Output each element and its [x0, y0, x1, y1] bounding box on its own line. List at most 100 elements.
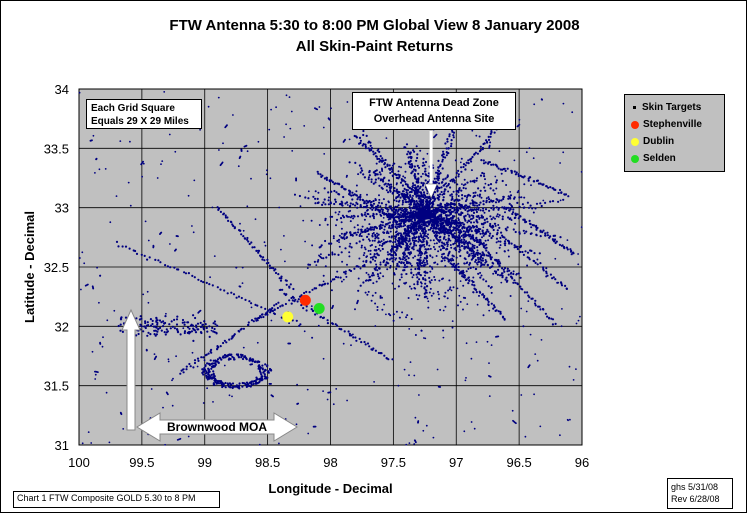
skin-target-point: [476, 249, 479, 252]
skin-target-point: [488, 144, 491, 147]
skin-target-point: [511, 212, 514, 216]
skin-target-point: [465, 278, 468, 281]
skin-target-point: [213, 320, 216, 323]
skin-target-point: [462, 223, 465, 226]
skin-target-point: [521, 250, 524, 254]
skin-target-point: [371, 226, 374, 229]
skin-target-point: [406, 215, 409, 218]
skin-target-point: [379, 272, 382, 275]
skin-target-point: [346, 399, 348, 402]
x-tick-label: 99: [198, 455, 212, 470]
skin-target-point: [338, 245, 341, 248]
skin-target-point: [557, 200, 560, 203]
skin-target-point: [429, 247, 432, 250]
skin-target-point: [465, 270, 468, 273]
skin-target-point: [340, 280, 343, 283]
skin-target-point: [475, 236, 478, 239]
skin-target-point: [439, 229, 442, 232]
skin-target-point: [410, 268, 413, 271]
skin-target-point: [445, 248, 448, 251]
skin-target-point: [153, 329, 156, 332]
skin-target-point: [448, 218, 451, 221]
skin-target-point: [367, 141, 370, 144]
skin-target-point: [202, 328, 205, 331]
skin-target-point: [404, 220, 407, 223]
skin-target-point: [524, 435, 527, 438]
skin-target-point: [401, 179, 404, 182]
skin-target-point: [510, 242, 513, 245]
skin-target-point: [444, 142, 447, 145]
skin-target-point: [457, 269, 460, 272]
skin-target-point: [250, 302, 253, 305]
skin-target-point: [462, 241, 465, 243]
skin-target-point: [394, 287, 396, 290]
skin-target-point: [381, 159, 384, 162]
skin-target-point: [425, 259, 428, 262]
skin-target-point: [322, 201, 325, 204]
skin-target-point: [413, 217, 416, 220]
skin-target-point: [254, 382, 257, 385]
skin-target-point: [349, 242, 352, 245]
skin-target-point: [191, 274, 194, 277]
skin-target-point: [378, 277, 380, 280]
y-axis-title: Latitude - Decimal: [22, 211, 37, 323]
skin-target-point: [489, 222, 492, 226]
skin-target-point: [444, 305, 447, 308]
skin-target-point: [134, 249, 137, 253]
skin-target-point: [310, 219, 313, 222]
skin-target-point: [337, 213, 340, 216]
skin-target-point: [413, 283, 416, 286]
skin-target-point: [157, 259, 160, 262]
skin-target-point: [479, 257, 481, 259]
skin-target-point: [380, 352, 383, 355]
skin-target-point: [378, 171, 381, 174]
skin-target-point: [505, 229, 508, 232]
skin-target-point: [462, 233, 465, 236]
skin-target-point: [386, 251, 389, 254]
skin-target-point: [344, 202, 347, 205]
skin-target-point: [323, 187, 326, 190]
skin-target-point: [425, 289, 428, 292]
skin-target-point: [446, 138, 449, 141]
skin-target-point: [192, 327, 195, 330]
skin-target-point: [402, 255, 405, 259]
skin-target-point: [487, 138, 491, 141]
skin-target-point: [444, 265, 447, 268]
skin-target-point: [401, 184, 404, 187]
skin-target-point: [568, 365, 571, 368]
skin-target-point: [467, 193, 470, 196]
skin-target-point: [411, 220, 414, 223]
skin-target-point: [467, 229, 470, 232]
skin-target-point: [535, 179, 539, 182]
skin-target-point: [441, 193, 444, 196]
skin-target-point: [418, 294, 421, 297]
skin-target-point: [491, 200, 494, 203]
skin-target-point: [245, 381, 249, 384]
skin-target-point: [424, 278, 427, 281]
skin-target-point: [140, 253, 143, 256]
skin-target-point: [374, 325, 377, 327]
skin-target-point: [369, 256, 372, 259]
skin-target-point: [469, 180, 472, 183]
skin-target-point: [473, 204, 476, 207]
skin-target-point: [124, 245, 128, 248]
skin-target-point: [316, 170, 319, 173]
skin-target-point: [423, 252, 426, 255]
skin-target-point: [403, 269, 406, 272]
skin-target-point: [352, 214, 355, 217]
skin-target-point: [448, 223, 452, 226]
skin-target-point: [387, 201, 390, 204]
skin-target-point: [200, 356, 203, 359]
skin-target-point: [413, 229, 416, 232]
skin-target-point: [378, 244, 381, 247]
skin-target-point: [219, 164, 222, 167]
skin-target-point: [572, 252, 575, 255]
skin-target-point: [171, 404, 174, 407]
skin-target-point: [289, 127, 292, 130]
skin-target-point: [475, 341, 478, 343]
skin-target-point: [351, 203, 355, 206]
skin-target-point: [433, 197, 436, 200]
skin-target-point: [385, 241, 388, 243]
skin-target-point: [285, 123, 287, 126]
skin-target-point: [492, 216, 495, 219]
